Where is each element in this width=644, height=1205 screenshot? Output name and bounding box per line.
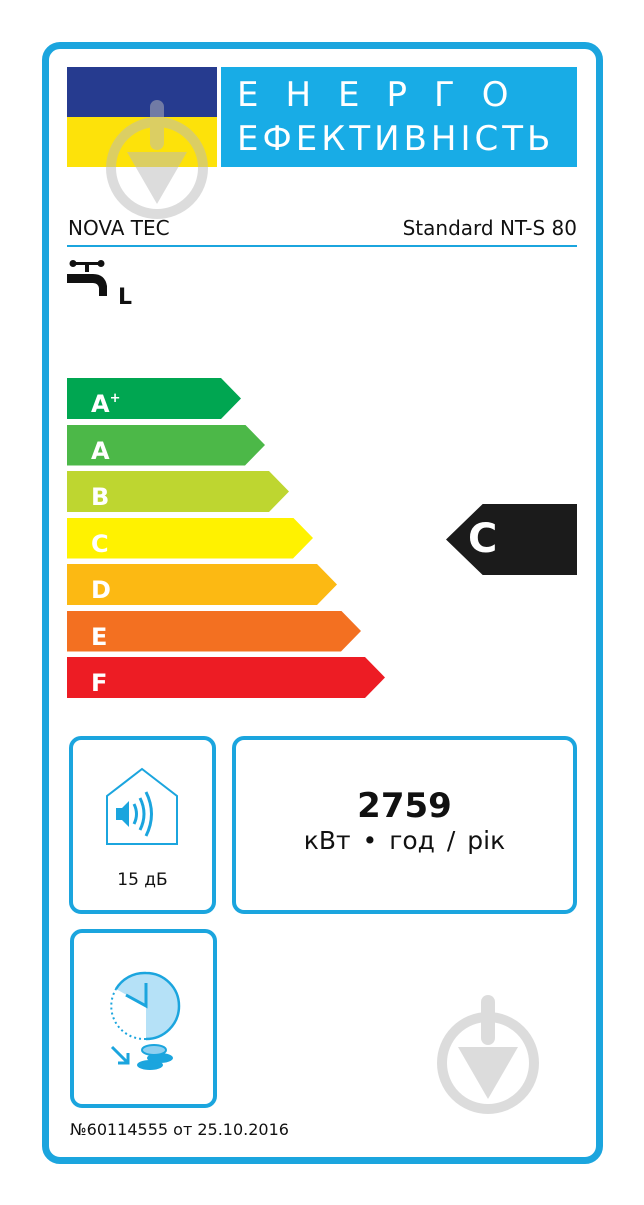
energy-value: 2759 xyxy=(357,786,452,826)
energy-unit: кВт • год / рік xyxy=(303,826,506,855)
noise-box: 15 дБ xyxy=(69,736,216,914)
class-letter: D xyxy=(91,576,111,604)
registration-number: №60114555 от 25.10.2016 xyxy=(70,1120,289,1139)
divider xyxy=(67,245,577,247)
title-banner: ЕНЕРГО ЕФЕКТИВНІСТЬ xyxy=(221,67,577,167)
timer-box xyxy=(70,929,217,1108)
class-letter: C xyxy=(91,529,109,558)
clock-savings-icon xyxy=(110,971,181,1070)
energy-class-bar: E xyxy=(67,610,361,652)
energy-class-bar: A xyxy=(67,424,265,466)
energy-class-bar: C xyxy=(67,517,313,559)
flag-blue xyxy=(67,67,217,117)
model-name: Standard NT-S 80 xyxy=(402,216,577,240)
class-letter: B xyxy=(91,483,110,511)
class-letter: E xyxy=(91,622,108,651)
brand-name: NOVA TEC xyxy=(68,216,170,240)
watermark-icon xyxy=(106,100,208,219)
title-line2: ЕФЕКТИВНІСТЬ xyxy=(237,119,555,159)
watermark-icon xyxy=(437,995,539,1114)
class-letter: A xyxy=(91,390,110,418)
energy-box: 2759 кВт • год / рік xyxy=(232,736,577,914)
energy-class-bar: D xyxy=(67,564,337,605)
energy-class-bar: F xyxy=(67,657,385,698)
energy-class-bar: B xyxy=(67,471,289,512)
noise-value: 15 дБ xyxy=(117,870,168,890)
rating-indicator: C xyxy=(446,504,577,575)
energy-class-bar: A+ xyxy=(67,378,241,419)
load-profile: L xyxy=(118,285,133,310)
label-frame xyxy=(42,42,603,1164)
title-line1: ЕНЕРГО xyxy=(237,75,536,115)
class-superscript: + xyxy=(109,391,121,406)
class-letter: F xyxy=(91,669,108,697)
water-tap-icon xyxy=(67,260,107,296)
class-letter: A xyxy=(91,436,110,465)
house-speaker-icon xyxy=(106,767,178,845)
